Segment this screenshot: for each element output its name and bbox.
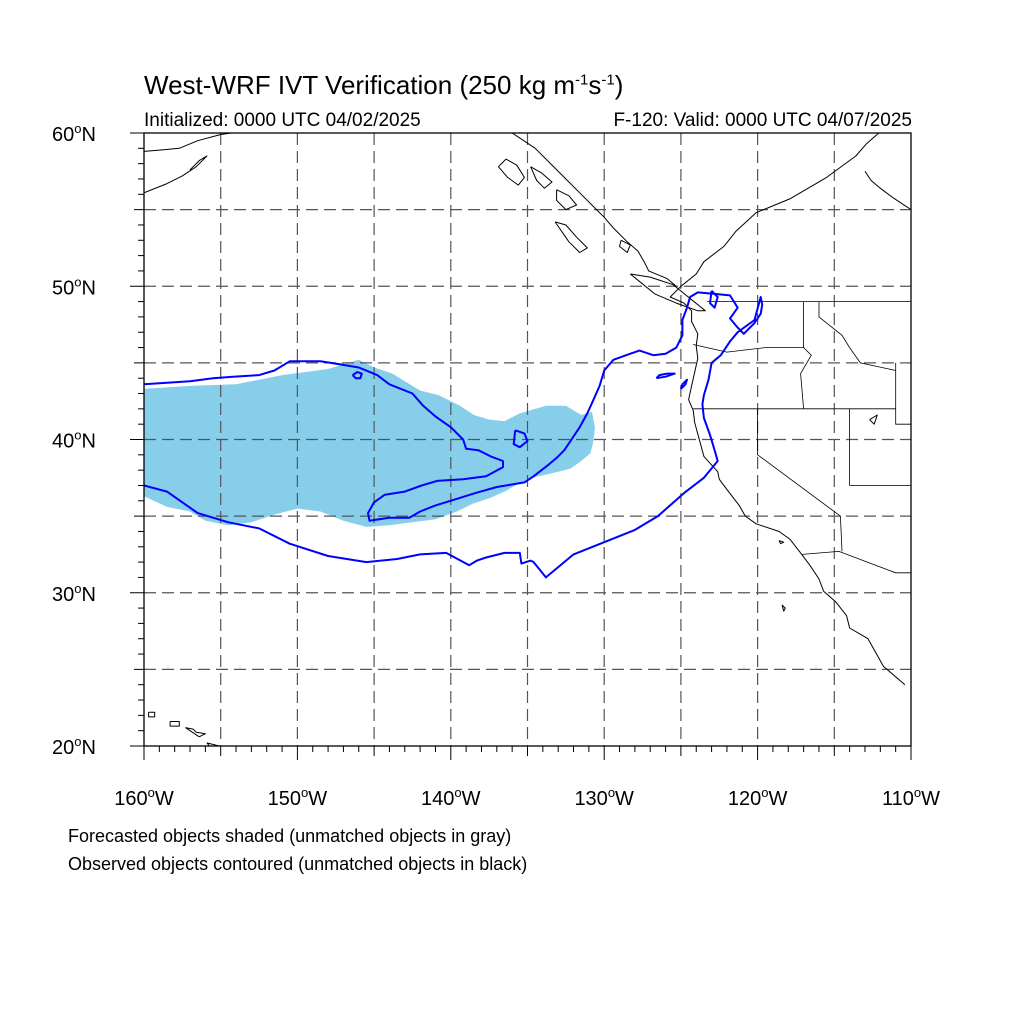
caption-forecast: Forecasted objects shaded (unmatched obj… (68, 826, 512, 846)
political-border (802, 550, 911, 574)
coastal-island (619, 239, 631, 253)
hawaii-island (185, 727, 206, 738)
hawaii-island (206, 742, 220, 746)
political-border (895, 362, 911, 425)
offshore-island (781, 604, 786, 612)
coastline (864, 171, 911, 211)
observed-contour-island (655, 372, 676, 380)
lat-tick-label: 40oN (52, 428, 96, 453)
lat-tick-label: 60oN (52, 121, 96, 146)
lat-tick-label: 20oN (52, 734, 96, 759)
political-border (818, 301, 896, 371)
lon-tick-label: 120oW (728, 785, 788, 810)
hawaii-island (169, 721, 180, 727)
observed-contour-island (709, 290, 719, 309)
coastal-island (554, 221, 588, 253)
political-border (757, 408, 843, 552)
coastal-island (556, 189, 578, 211)
coastal-island (530, 166, 553, 189)
coastal-island (498, 158, 525, 186)
valid-time-label: F-120: Valid: 0000 UTC 04/07/2025 (613, 110, 912, 131)
lake-outline (869, 414, 878, 425)
lon-tick-label: 110oW (882, 785, 940, 810)
coastline (511, 133, 677, 287)
observed-contour-inlet (512, 429, 529, 449)
offshore-island (778, 540, 785, 545)
lon-tick-label: 160oW (114, 785, 174, 810)
coastline (144, 133, 232, 152)
hawaii-island (148, 711, 156, 718)
lon-tick-label: 140oW (421, 785, 481, 810)
coastline (144, 155, 208, 194)
observed-contour-island (679, 378, 688, 390)
observed-object-contour (144, 291, 764, 579)
lon-tick-label: 130oW (574, 785, 634, 810)
coastal-island (629, 273, 706, 312)
chart-title: West-WRF IVT Verification (250 kg m-1s-1… (144, 70, 624, 100)
init-time-label: Initialized: 0000 UTC 04/02/2025 (144, 110, 421, 131)
political-border (800, 301, 812, 409)
map-layers (144, 133, 911, 746)
lat-tick-label: 30oN (52, 581, 96, 606)
observed-contour-island (351, 371, 363, 380)
lat-tick-label: 50oN (52, 274, 96, 299)
caption-observed: Observed objects contoured (unmatched ob… (68, 854, 528, 874)
coastline (669, 133, 906, 686)
lon-tick-label: 150oW (268, 785, 328, 810)
political-border (693, 344, 804, 353)
forecast-object-shading (144, 359, 595, 527)
